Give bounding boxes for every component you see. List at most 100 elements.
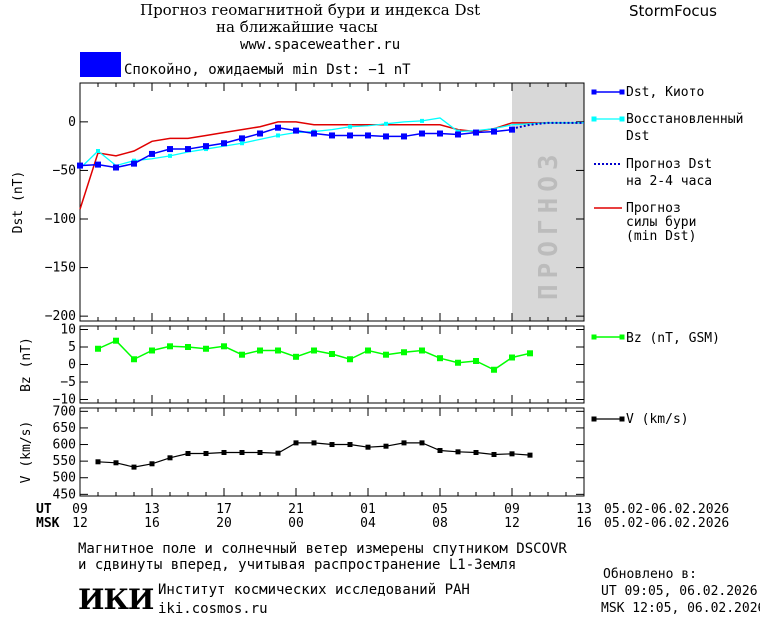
msk-tick-label: 04 [360, 516, 376, 531]
legend-storm-label-2: силы бури [626, 215, 697, 230]
dst-kyoto-point [365, 132, 371, 139]
ut-tick-label: 09 [72, 502, 88, 517]
bz-panel: 10 5 0 −5 −10 Bz (nT) [19, 323, 585, 408]
dst-kyoto-point [149, 150, 155, 157]
dst-kyoto-point [113, 164, 119, 171]
panel-frame [79, 407, 585, 497]
legend-bz-label: Bz (nT, GSM) [626, 331, 720, 346]
dst-kyoto-point [77, 162, 83, 169]
ut-tick-label: 13 [144, 502, 160, 517]
legend-v-label: V (km/s) [626, 412, 689, 427]
bz-line [97, 339, 531, 371]
v-point [419, 440, 425, 446]
msk-tick-label: 08 [432, 516, 448, 531]
legend-dst-kyoto-label: Dst, Киото [626, 85, 705, 100]
v-point [149, 461, 155, 467]
legend-forecast-label-1: Прогноз Dst [626, 157, 713, 172]
dst-kyoto-point [95, 161, 101, 168]
ut-tick-label: 05 [432, 502, 448, 517]
bz-point [185, 344, 191, 350]
dst-kyoto-point [473, 129, 479, 136]
ut-tick-label: 13 [576, 502, 592, 517]
ut-axis-label: UT [36, 502, 52, 517]
y-tick-label: −10 [53, 393, 76, 408]
site-url-link[interactable]: www.spaceweather.ru [240, 37, 401, 53]
institute-site-link[interactable]: iki.cosmos.ru [158, 601, 268, 617]
v-point [239, 449, 245, 455]
bz-point [113, 337, 119, 344]
time-axis: 09 13 17 21 01 05 09 13 12 16 20 00 04 08 12 16 [72, 502, 592, 531]
bz-point [221, 343, 227, 350]
updated-ut: UT 09:05, 06.02.2026 [601, 584, 758, 599]
dst-kyoto-point [185, 146, 191, 153]
status-text: Спокойно, ожидаемый min Dst: −1 nT [124, 62, 411, 78]
dst-kyoto-point [347, 132, 353, 139]
v-point [221, 449, 227, 455]
bz-point [95, 345, 101, 352]
v-point [275, 450, 281, 456]
y-axis-label: V (km/s) [19, 421, 34, 484]
dst-kyoto-point [383, 133, 389, 140]
bz-point [131, 356, 137, 363]
msk-tick-label: 20 [216, 516, 232, 531]
legend-v-symbol-marker [591, 416, 597, 422]
msk-tick-label: 12 [72, 516, 88, 531]
restored-dst-point [168, 153, 172, 158]
y-tick-label: −100 [45, 212, 76, 227]
dst-kyoto-point [167, 146, 173, 153]
dst-kyoto-point [203, 143, 209, 150]
bz-point [437, 355, 443, 362]
v-point [527, 452, 533, 458]
dst-kyoto-line [79, 126, 513, 169]
dst-kyoto-point [491, 128, 497, 135]
restored-dst-point [96, 149, 100, 153]
msk-axis-label: MSK [36, 516, 60, 531]
dst-kyoto-point [437, 130, 443, 137]
dst-panel: ПРОГНОЗ 0 −50 −100 −150 −200 Dst (nT) [11, 82, 585, 324]
v-point [203, 450, 209, 456]
footer-note-line-1: Магнитное поле и солнечный ветер измерен… [78, 541, 567, 557]
bz-point [347, 356, 353, 363]
legend-bz-symbol-marker [619, 334, 625, 340]
v-point [347, 442, 353, 448]
v-point [455, 449, 461, 455]
v-point [257, 449, 263, 455]
ut-tick-label: 01 [360, 502, 376, 517]
y-tick-label: 450 [53, 487, 76, 502]
legend-storm-label-1: Прогноз [626, 201, 681, 216]
y-tick-label: 550 [53, 454, 76, 469]
v-point [365, 444, 371, 450]
dst-kyoto-point [131, 160, 137, 167]
ut-tick-label: 21 [288, 502, 304, 517]
status-color-swatch [80, 52, 121, 77]
v-point [383, 443, 389, 449]
bz-point [473, 358, 479, 364]
ut-tick-label: 17 [216, 502, 232, 517]
bz-point [401, 349, 407, 356]
updated-label: Обновлено в: [603, 567, 697, 582]
y-tick-label: 700 [53, 404, 76, 419]
dst-kyoto-point [239, 135, 245, 142]
y-tick-label: 10 [60, 323, 76, 338]
dst-kyoto-point [509, 126, 515, 133]
bz-point [509, 354, 515, 361]
y-tick-label: 600 [53, 438, 76, 453]
legend-storm-label-3: (min Dst) [626, 229, 697, 244]
restored-dst-point [276, 133, 280, 138]
dst-kyoto-point [221, 140, 227, 147]
brand-name: StormFocus [629, 2, 717, 20]
v-point [329, 442, 335, 448]
legend-forecast-label-2: на 2-4 часа [626, 174, 713, 189]
v-point [437, 448, 443, 454]
v-point [95, 459, 101, 465]
v-point [167, 455, 173, 461]
restored-dst-point [384, 121, 388, 126]
y-tick-label: 650 [53, 421, 76, 436]
bz-point [239, 351, 245, 358]
legend-restored-label-2: Dst [626, 129, 650, 144]
y-tick-label: −150 [45, 261, 76, 276]
ut-date-range: 05.02-06.02.2026 [604, 502, 730, 517]
panel-frame [79, 82, 585, 322]
